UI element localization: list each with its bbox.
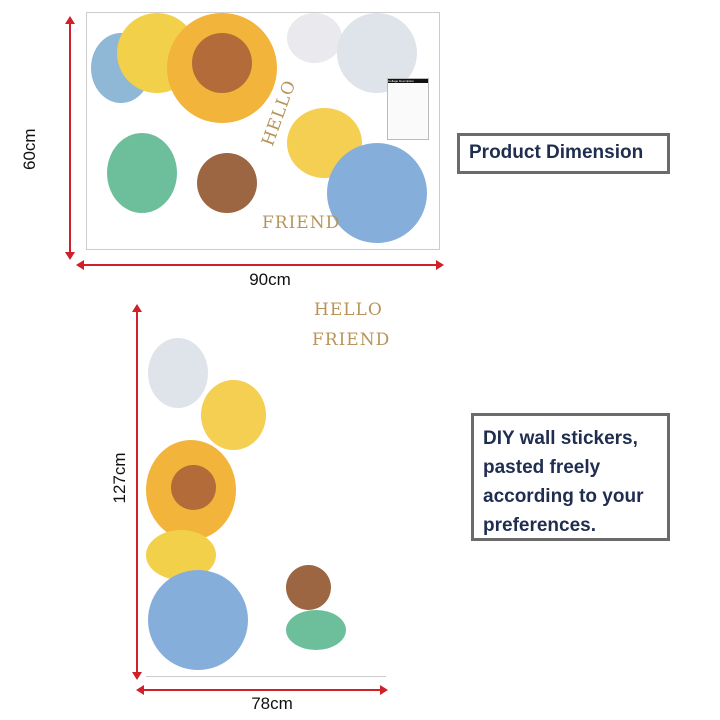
product-dimension-callout: Product Dimension — [457, 133, 670, 174]
width-arrow-bottom — [140, 689, 384, 691]
floor-line — [146, 676, 386, 677]
sheet-label: Collage Description — [387, 78, 429, 140]
height-label-top: 60cm — [20, 128, 39, 170]
hello-art-text: HELLO — [314, 300, 383, 320]
sheet-label-title: Collage Description — [388, 79, 428, 83]
arrowhead-icon — [132, 304, 142, 312]
arrowhead-icon — [436, 260, 444, 270]
width-label-bottom: 78cm — [251, 694, 293, 713]
monkey-art — [286, 565, 331, 610]
zebra-art — [148, 338, 208, 408]
lion-face-art — [171, 465, 216, 510]
height-arrow-top — [69, 20, 71, 256]
arrowhead-icon — [136, 685, 144, 695]
width-label-top: 90cm — [249, 270, 291, 289]
arrowhead-icon — [132, 672, 142, 680]
arrowhead-icon — [380, 685, 388, 695]
height-arrow-bottom — [136, 308, 138, 676]
wall-layout-image: HELLO FRIEND — [146, 300, 389, 680]
friend-art-text: FRIEND — [262, 213, 341, 233]
diy-description-callout: DIY wall stickers, pasted freely accordi… — [471, 413, 670, 541]
giraffe-art — [201, 380, 266, 450]
friend-art-text: FRIEND — [312, 330, 391, 350]
elephant-art — [148, 570, 248, 670]
turtle-art — [286, 610, 346, 650]
penguin-art — [287, 13, 342, 63]
arrowhead-icon — [65, 16, 75, 24]
monkey-art — [197, 153, 257, 213]
height-label-bottom: 127cm — [110, 452, 129, 504]
arrowhead-icon — [76, 260, 84, 270]
sticker-sheet-image: HELLO FRIEND Collage Description — [86, 12, 440, 250]
width-arrow-top — [80, 264, 440, 266]
turtle-art — [107, 133, 177, 213]
lion-face-art — [192, 33, 252, 93]
arrowhead-icon — [65, 252, 75, 260]
elephant-2-art — [327, 143, 427, 243]
